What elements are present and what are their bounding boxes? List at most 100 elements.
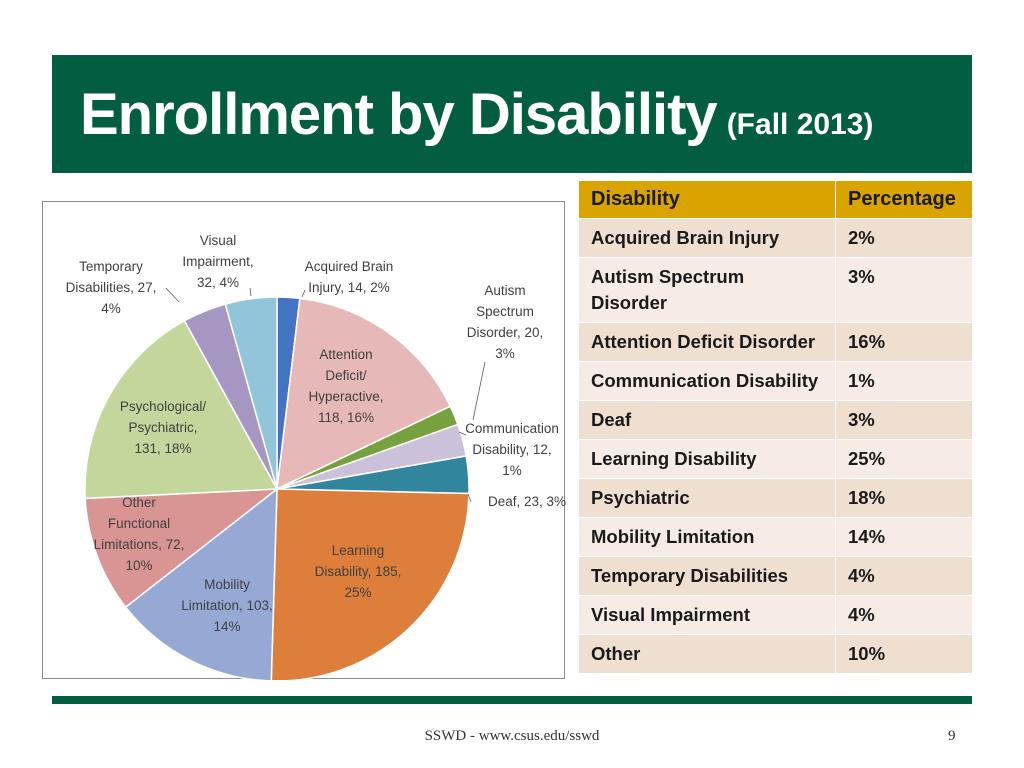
slice-label-line: Visual <box>200 233 237 248</box>
slide-title: Enrollment by Disability (Fall 2013) <box>80 81 873 148</box>
pie-slice <box>224 296 278 490</box>
leader-line <box>472 361 486 421</box>
cell-percentage: 10% <box>835 634 973 674</box>
table-row: Mobility Limitation 14% <box>578 517 973 557</box>
cell-disability: Learning Disability <box>578 439 836 479</box>
table-row: Psychiatric 18% <box>578 478 973 518</box>
cell-disability: Mobility Limitation <box>578 517 836 557</box>
slice-label: Deaf, 23, 3% <box>488 494 566 509</box>
slice-label-line: 25% <box>344 585 371 600</box>
table-row: Attention Deficit Disorder 16% <box>578 322 973 362</box>
slice-label-line: Psychological/ <box>120 399 207 414</box>
slice-label: Autism Spectrum Disorder, 20, 3% <box>467 283 544 361</box>
slice-label-line: Limitation, 103, <box>181 598 273 613</box>
slice-label-line: 32, 4% <box>197 275 239 290</box>
slice-label: Temporary Disabilities, 27, 4% <box>66 259 157 316</box>
cell-percentage: 4% <box>835 556 973 596</box>
cell-disability: Visual Impairment <box>578 595 836 635</box>
slice-label: Psychological/Psychiatric, 131, 18% <box>120 399 207 456</box>
leader-line <box>165 287 180 303</box>
pie-slice <box>84 488 280 609</box>
slice-label-line: Psychiatric, <box>128 420 197 435</box>
slice-label: Communication Disability, 12, 1% <box>465 421 559 478</box>
title-main: Enrollment by Disability <box>80 82 718 147</box>
header-disability: Disability <box>578 180 836 219</box>
title-band: Enrollment by Disability (Fall 2013) <box>52 55 972 173</box>
footer-text: SSWD - www.csus.edu/sswd <box>424 728 600 744</box>
cell-disability: Communication Disability <box>578 361 836 401</box>
cell-percentage: 4% <box>835 595 973 635</box>
table-row: Other 10% <box>578 634 973 674</box>
slice-label-line: Functional <box>108 516 170 531</box>
slice-label-line: Disability, 12, <box>472 442 551 457</box>
cell-disability: Temporary Disabilities <box>578 556 836 596</box>
cell-disability: Acquired Brain Injury <box>578 218 836 258</box>
header-percentage: Percentage <box>835 180 973 219</box>
pie-slice <box>84 319 279 500</box>
bottom-bar <box>52 696 972 704</box>
slice-label: Learning Disability, 185, 25% <box>315 543 402 600</box>
slice-label-line: Disabilities, 27, <box>66 280 157 295</box>
cell-percentage: 3% <box>835 400 973 440</box>
slice-label-line: Deficit/ <box>325 368 367 383</box>
leader-line <box>458 431 467 436</box>
slice-label-line: Mobility <box>204 577 250 592</box>
slice-label: Visual Impairment, 32, 4% <box>182 233 253 290</box>
table-row: Acquired Brain Injury 2% <box>578 218 973 258</box>
cell-disability: Attention Deficit Disorder <box>578 322 836 362</box>
pie-chart: Acquired Brain Injury, 14, 2% Attention Def… <box>42 201 566 680</box>
slice-label-line: Hyperactive, <box>308 389 383 404</box>
leader-line <box>301 289 306 298</box>
slice-label-line: Autism <box>484 283 525 298</box>
slice-label-line: Disorder, 20, <box>467 325 544 340</box>
table-body: Acquired Brain Injury 2% Autism Spectrum D… <box>578 218 973 674</box>
cell-percentage: 2% <box>835 218 973 258</box>
slice-label-line: Spectrum <box>476 304 534 319</box>
slice-label-line: Injury, 14, 2% <box>308 280 390 295</box>
slice-label-line: 14% <box>213 619 240 634</box>
table-row: Temporary Disabilities 4% <box>578 556 973 596</box>
leader-line <box>249 287 252 297</box>
cell-disability: Deaf <box>578 400 836 440</box>
slice-label-line: 3% <box>495 346 515 361</box>
slice-label-line: Limitations, 72, <box>94 537 185 552</box>
slice-label-line: 4% <box>101 301 121 316</box>
slice-label-line: 118, 16% <box>318 410 374 425</box>
slice-label-line: Disability, 185, <box>315 564 402 579</box>
pie-slice <box>124 487 278 680</box>
cell-percentage: 3% <box>835 257 973 323</box>
leader-line <box>467 493 472 503</box>
cell-percentage: 16% <box>835 322 973 362</box>
cell-disability: Other <box>578 634 836 674</box>
cell-percentage: 14% <box>835 517 973 557</box>
pie-slice <box>270 488 470 680</box>
slice-label: Other Functional Limitations, 72, 10% <box>94 495 185 573</box>
cell-percentage: 25% <box>835 439 973 479</box>
pie-chart-canvas: Acquired Brain Injury, 14, 2% Attention Def… <box>66 233 566 680</box>
slice-label: Acquired Brain Injury, 14, 2% <box>305 259 394 295</box>
slice-label-line: Temporary <box>79 259 143 274</box>
slice-label-line: Impairment, <box>182 254 253 269</box>
pie-slice <box>276 297 452 491</box>
disability-table: Disability Percentage Acquired Brain Inj… <box>578 180 973 674</box>
table-row: Communication Disability 1% <box>578 361 973 401</box>
slice-label-line: 1% <box>502 463 522 478</box>
slice-label-line: Acquired Brain <box>305 259 394 274</box>
slice-label-line: 10% <box>125 558 152 573</box>
table-header-row: Disability Percentage <box>578 180 973 219</box>
slice-label-line: Learning <box>332 543 385 558</box>
slice-label: Attention Deficit/Hyperactive, 118, 16% <box>308 347 383 425</box>
slice-label: Mobility Limitation, 103, 14% <box>181 577 273 634</box>
cell-disability: Psychiatric <box>578 478 836 518</box>
table-row: Learning Disability 25% <box>578 439 973 479</box>
slice-label-line: Attention <box>319 347 372 362</box>
table-row: Autism Spectrum Disorder 3% <box>578 257 973 323</box>
title-subtitle: (Fall 2013) <box>726 108 874 141</box>
slice-label-line: Communication <box>465 421 559 436</box>
cell-percentage: 1% <box>835 361 973 401</box>
slice-label-line: Other <box>122 495 156 510</box>
slice-label-line: 131, 18% <box>134 441 191 456</box>
page-number: 9 <box>948 728 956 744</box>
table-row: Visual Impairment 4% <box>578 595 973 635</box>
cell-percentage: 18% <box>835 478 973 518</box>
